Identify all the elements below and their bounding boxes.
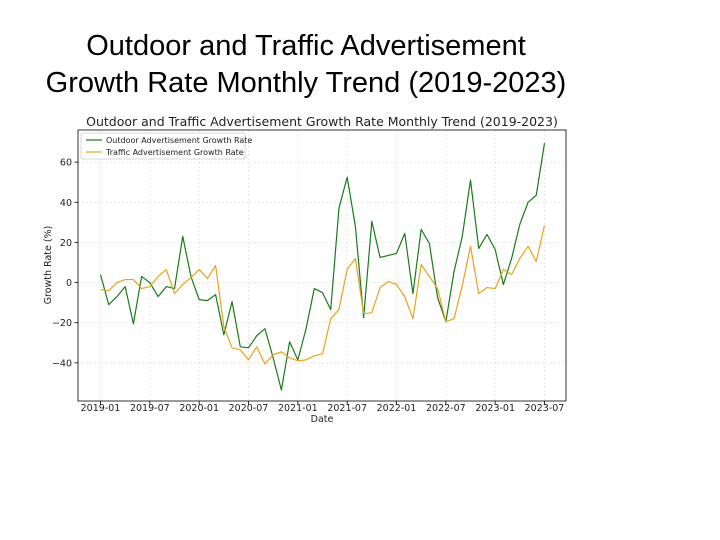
x-tick-label: 2023-01: [475, 403, 515, 414]
x-tick-label: 2021-07: [327, 403, 367, 414]
y-axis-label: Growth Rate (%): [43, 226, 54, 305]
legend-label-traffic: Traffic Advertisement Growth Rate: [105, 148, 244, 157]
legend-label-outdoor: Outdoor Advertisement Growth Rate: [106, 136, 252, 145]
series-line-traffic: [100, 225, 546, 365]
slide-title-line-2: Growth Rate Monthly Trend (2019-2023): [45, 67, 567, 99]
axes: −40 −20 0 20 40 60 2019-01 2019-07 2020-01 2020-0…: [52, 158, 564, 414]
slide-title: Outdoor and Traffic Advertisement Growth…: [0, 28, 612, 102]
legend-box: [80, 132, 246, 160]
x-tick-label: 2021-01: [278, 403, 318, 414]
x-axis-label: Date: [311, 414, 334, 425]
x-tick-label: 2022-07: [426, 403, 466, 414]
x-tick-label: 2020-07: [229, 403, 269, 414]
plot-frame: [77, 129, 567, 402]
y-tick-label: −20: [52, 318, 72, 329]
grid-lines: [78, 130, 566, 401]
series-lines: [99, 142, 546, 391]
y-tick-label: −40: [52, 358, 72, 369]
y-tick-label: 60: [60, 158, 72, 169]
legend: Outdoor Advertisement Growth Rate Traffi…: [80, 132, 252, 160]
x-tick-label: 2019-07: [130, 403, 170, 414]
y-tick-label: 40: [60, 198, 72, 209]
series-line-outdoor: [99, 142, 546, 391]
y-tick-label: 0: [66, 278, 72, 289]
x-tick-label: 2020-01: [179, 403, 219, 414]
y-tick-label: 20: [60, 238, 72, 249]
x-tick-label: 2019-01: [81, 403, 121, 414]
x-tick-label: 2023-07: [525, 403, 565, 414]
slide-title-line-1: Outdoor and Traffic Advertisement: [86, 30, 526, 62]
x-tick-label: 2022-01: [377, 403, 417, 414]
chart-title: Outdoor and Traffic Advertisement Growth…: [86, 114, 558, 129]
